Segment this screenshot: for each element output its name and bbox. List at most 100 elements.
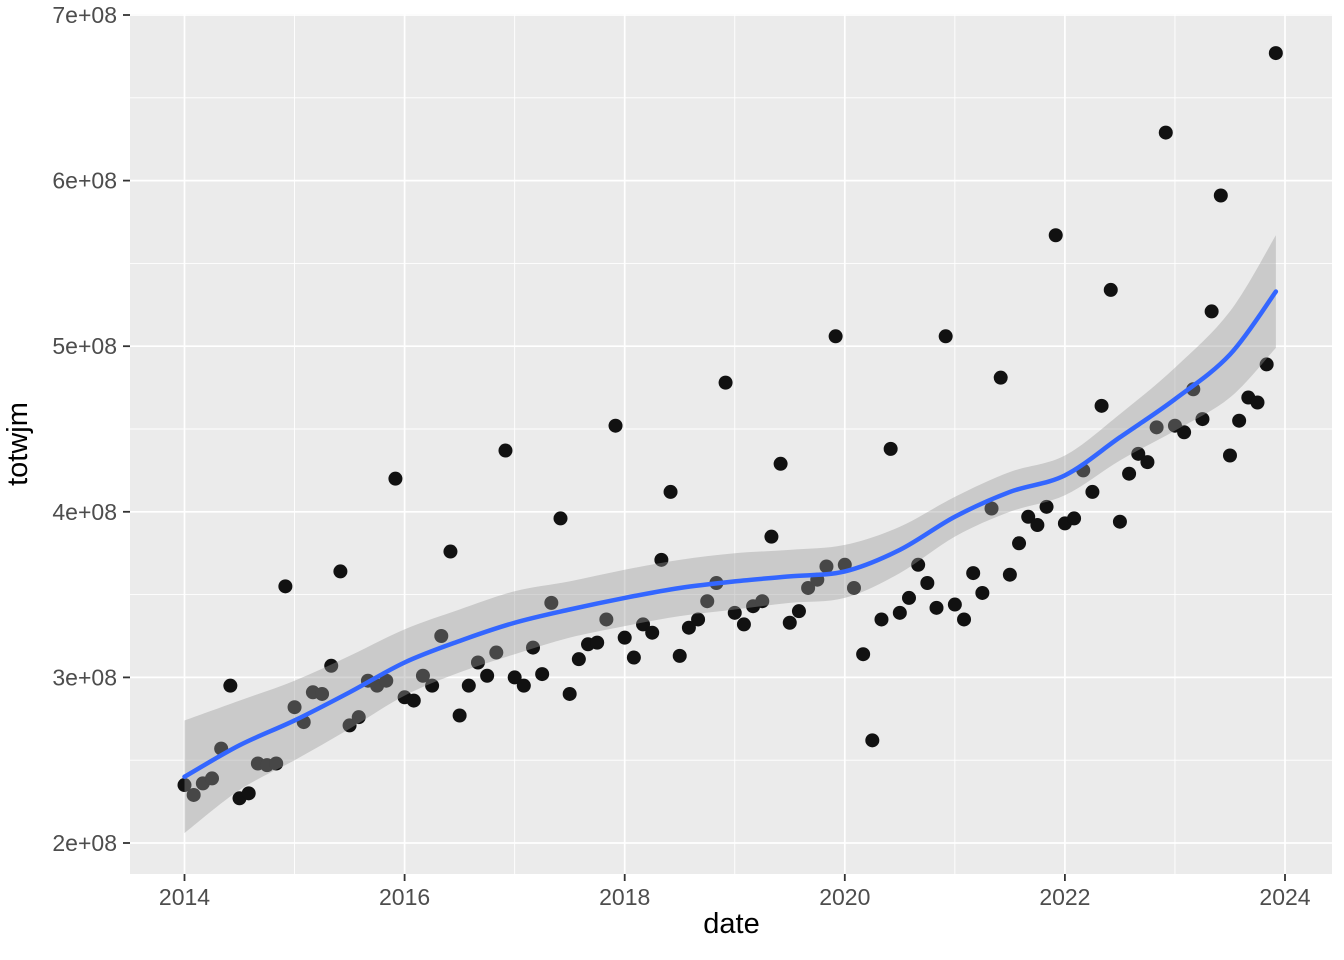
x-tick-label: 2022 xyxy=(1039,884,1090,910)
data-point xyxy=(966,566,981,581)
data-point xyxy=(470,655,485,670)
data-point xyxy=(1085,484,1100,499)
data-point xyxy=(947,597,962,612)
data-point xyxy=(645,625,660,640)
data-point xyxy=(379,673,394,688)
data-point xyxy=(636,617,651,632)
data-point xyxy=(480,668,495,683)
data-point xyxy=(654,552,669,567)
data-point xyxy=(1195,412,1210,427)
data-point xyxy=(1140,455,1155,470)
data-point xyxy=(1122,466,1137,481)
data-point xyxy=(489,645,504,660)
y-tick-label: 2e+08 xyxy=(52,830,117,856)
data-point xyxy=(525,640,540,655)
data-point xyxy=(874,612,889,627)
smooth-trend-line xyxy=(182,289,1279,780)
y-tick-label: 6e+08 xyxy=(52,168,117,194)
data-point xyxy=(883,441,898,456)
x-tick-label: 2018 xyxy=(599,884,650,910)
data-point xyxy=(938,329,953,344)
data-point xyxy=(1213,188,1228,203)
data-point xyxy=(1030,518,1045,533)
data-point xyxy=(223,678,238,693)
data-point xyxy=(434,629,449,643)
data-point xyxy=(516,678,531,693)
data-point xyxy=(415,668,430,683)
data-point xyxy=(801,580,816,595)
data-point xyxy=(544,595,559,610)
data-point xyxy=(975,585,990,600)
data-point xyxy=(865,733,880,748)
data-point xyxy=(498,443,513,458)
data-point xyxy=(452,708,467,723)
data-point xyxy=(333,564,348,579)
data-point xyxy=(535,667,550,682)
data-point xyxy=(1067,511,1082,526)
data-point xyxy=(828,329,843,344)
data-point xyxy=(1021,509,1036,524)
data-point xyxy=(1204,304,1219,319)
data-point xyxy=(736,617,751,632)
data-point xyxy=(672,648,687,663)
data-point xyxy=(177,778,192,793)
data-point xyxy=(819,559,834,574)
data-point xyxy=(1232,413,1247,428)
data-point xyxy=(929,600,944,615)
data-point xyxy=(663,484,678,499)
data-point xyxy=(1222,448,1237,463)
y-tick-label: 5e+08 xyxy=(52,333,117,359)
major-gridlines xyxy=(130,14,1332,874)
data-point xyxy=(1039,499,1054,514)
data-point xyxy=(571,652,586,667)
data-point xyxy=(599,612,614,627)
axis-tick-marks xyxy=(123,14,1286,881)
data-point xyxy=(278,579,293,594)
data-point xyxy=(562,686,577,701)
data-point xyxy=(1103,282,1118,297)
data-point xyxy=(727,605,742,620)
data-point xyxy=(901,590,916,605)
y-tick-label: 3e+08 xyxy=(52,664,117,690)
x-tick-label: 2016 xyxy=(379,884,430,910)
data-point xyxy=(681,620,696,635)
data-point xyxy=(1131,446,1146,461)
data-point xyxy=(1112,514,1127,529)
data-point xyxy=(846,580,861,595)
data-point xyxy=(388,471,403,486)
data-point xyxy=(755,594,770,609)
data-point xyxy=(718,375,733,390)
data-point xyxy=(186,787,201,802)
plot-panel xyxy=(130,14,1332,874)
x-tick-label: 2024 xyxy=(1259,884,1310,910)
y-tick-label: 4e+08 xyxy=(52,499,117,525)
data-point xyxy=(553,511,568,526)
data-point xyxy=(700,594,715,609)
data-point xyxy=(241,786,256,801)
minor-gridlines xyxy=(130,14,1332,874)
data-point xyxy=(617,630,632,645)
data-point xyxy=(1250,395,1265,410)
data-point xyxy=(892,605,907,620)
data-point xyxy=(425,678,440,693)
data-point xyxy=(1149,420,1164,435)
data-point xyxy=(269,756,284,771)
x-tick-label: 2020 xyxy=(819,884,870,910)
data-point xyxy=(993,370,1008,385)
data-point xyxy=(342,718,357,733)
data-point xyxy=(773,456,788,471)
x-axis-title: date xyxy=(703,908,760,940)
scatter-points xyxy=(177,46,1283,806)
data-point xyxy=(957,612,972,627)
data-point xyxy=(608,418,623,433)
data-point xyxy=(1048,228,1063,243)
data-point xyxy=(782,615,797,630)
data-point xyxy=(626,650,641,665)
data-point xyxy=(1002,567,1017,582)
data-point xyxy=(315,686,330,701)
data-point xyxy=(691,612,706,627)
data-point xyxy=(461,678,476,693)
data-point xyxy=(1158,125,1173,140)
